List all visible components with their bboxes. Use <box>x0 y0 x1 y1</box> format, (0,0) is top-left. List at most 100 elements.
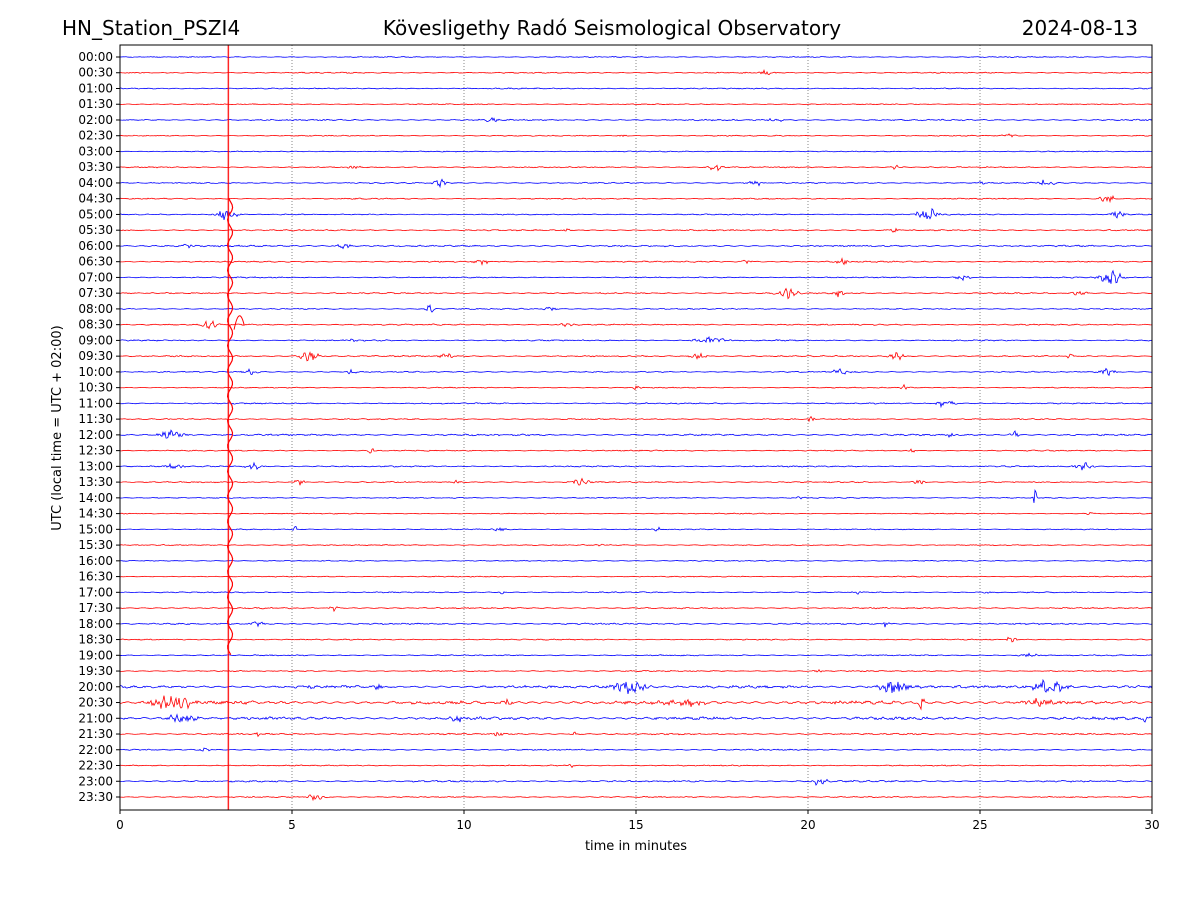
trace-0430 <box>119 195 1153 204</box>
trace-0330 <box>119 164 1153 172</box>
spike-overshoot <box>233 315 245 330</box>
trace-2100 <box>119 713 1153 723</box>
x-tick-label: 5 <box>288 818 296 832</box>
y-tick-label: 09:00 <box>78 333 113 347</box>
y-tick-label: 13:00 <box>78 459 113 473</box>
y-tick-label: 15:30 <box>78 538 113 552</box>
chart-title: Kövesligethy Radó Seismological Observat… <box>383 16 841 40</box>
trace-2200 <box>119 747 1153 752</box>
x-tick-label: 0 <box>116 818 124 832</box>
y-tick-label: 16:30 <box>78 570 113 584</box>
y-tick-label: 14:00 <box>78 491 113 505</box>
trace-1930 <box>119 669 1153 673</box>
y-tick-label: 22:30 <box>78 759 113 773</box>
trace-2030 <box>119 695 1153 711</box>
trace-1900 <box>119 652 1153 658</box>
y-tick-label: 11:30 <box>78 412 113 426</box>
trace-1600 <box>119 559 1153 562</box>
trace-0700 <box>119 269 1153 284</box>
y-tick-label: 16:00 <box>78 554 113 568</box>
y-tick-label: 12:00 <box>78 428 113 442</box>
trace-2230 <box>119 764 1153 769</box>
y-tick-label: 23:00 <box>78 774 113 788</box>
y-tick-label: 09:30 <box>78 349 113 363</box>
y-tick-label: 02:00 <box>78 113 113 127</box>
trace-1530 <box>119 543 1153 547</box>
trace-0930 <box>119 351 1153 362</box>
y-tick-label: 06:00 <box>78 239 113 253</box>
x-tick-label: 20 <box>800 818 815 832</box>
y-tick-label: 15:00 <box>78 522 113 536</box>
trace-0400 <box>119 178 1153 189</box>
trace-1500 <box>120 526 1153 532</box>
trace-1230 <box>119 448 1153 454</box>
x-tick-label: 10 <box>456 818 471 832</box>
y-tick-label: 10:00 <box>78 365 113 379</box>
y-tick-label: 05:00 <box>78 207 113 221</box>
x-axis: 0 5 10 15 20 25 30 <box>116 810 1160 832</box>
y-tick-label: 21:00 <box>78 711 113 725</box>
y-tick-label: 07:30 <box>78 286 113 300</box>
trace-1000 <box>119 367 1153 377</box>
trace-0230 <box>119 133 1153 138</box>
station-label: HN_Station_PSZI4 <box>62 16 240 40</box>
y-tick-label: 14:30 <box>78 507 113 521</box>
x-tick-label: 25 <box>972 818 987 832</box>
y-tick-label: 19:30 <box>78 664 113 678</box>
trace-0500 <box>119 207 1153 220</box>
trace-2130 <box>119 731 1153 738</box>
trace-1330 <box>119 477 1153 486</box>
trace-0730 <box>119 287 1153 300</box>
main-spike-trace <box>226 198 234 656</box>
y-tick-label: 00:30 <box>78 66 113 80</box>
trace-1200 <box>119 429 1153 439</box>
trace-1030 <box>119 383 1153 391</box>
trace-0830 <box>119 319 1153 330</box>
y-tick-label: 03:00 <box>78 144 113 158</box>
trace-0900 <box>119 335 1153 344</box>
y-tick-label: 22:00 <box>78 743 113 757</box>
y-tick-label: 23:30 <box>78 790 113 804</box>
trace-0000 <box>119 56 1153 58</box>
y-tick-label: 17:30 <box>78 601 113 615</box>
trace-1300 <box>119 461 1153 471</box>
trace-2300 <box>119 778 1153 786</box>
trace-1800 <box>119 621 1153 628</box>
trace-1630 <box>119 575 1152 578</box>
y-tick-label: 20:30 <box>78 696 113 710</box>
trace-0130 <box>119 103 1153 106</box>
trace-1730 <box>119 606 1153 613</box>
trace-0200 <box>119 117 1153 123</box>
y-tick-label: 02:30 <box>78 129 113 143</box>
y-tick-label: 00:00 <box>78 50 113 64</box>
y-tick-label: 08:30 <box>78 318 113 332</box>
trace-0300 <box>119 150 1153 153</box>
trace-2000 <box>119 678 1153 695</box>
trace-1100 <box>119 400 1153 409</box>
y-tick-label: 18:00 <box>78 617 113 631</box>
x-axis-label: time in minutes <box>585 839 687 854</box>
trace-group <box>119 56 1153 802</box>
trace-0030 <box>119 69 1153 76</box>
y-axis-label: UTC (local time = UTC + 02:00) <box>50 325 65 530</box>
trace-2330 <box>119 794 1153 802</box>
y-tick-label: 05:30 <box>78 223 113 237</box>
date-label: 2024-08-13 <box>1022 16 1138 40</box>
trace-0800 <box>119 304 1153 313</box>
trace-0530 <box>119 227 1153 233</box>
y-tick-label: 17:00 <box>78 585 113 599</box>
y-tick-label: 01:30 <box>78 97 113 111</box>
y-tick-label: 19:00 <box>78 648 113 662</box>
y-tick-label: 20:00 <box>78 680 113 694</box>
y-tick-label: 04:00 <box>78 176 113 190</box>
y-tick-label: 13:30 <box>78 475 113 489</box>
y-tick-label: 08:00 <box>78 302 113 316</box>
trace-1830 <box>119 636 1153 643</box>
trace-0630 <box>119 257 1153 266</box>
y-tick-label: 07:00 <box>78 270 113 284</box>
y-tick-label: 06:30 <box>78 255 113 269</box>
trace-1400 <box>119 488 1153 503</box>
